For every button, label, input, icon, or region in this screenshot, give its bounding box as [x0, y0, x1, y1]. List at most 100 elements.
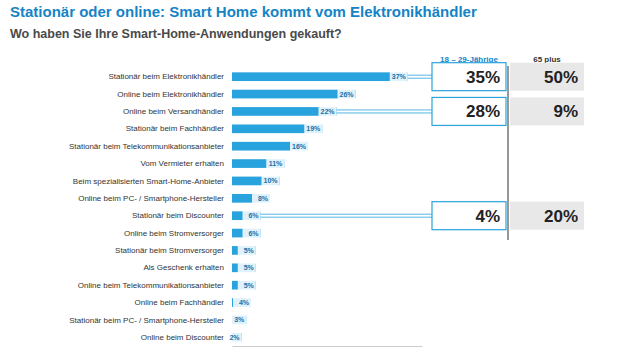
- data-label: 5%: [244, 247, 255, 254]
- y-tick: Stationär beim Elektronikhändler: [108, 72, 224, 81]
- data-label-bg: [319, 106, 337, 117]
- bar: [232, 246, 256, 255]
- data-label: 37%: [392, 73, 407, 80]
- y-tick: Online beim Fachhändler: [135, 298, 225, 307]
- bar: [232, 142, 308, 151]
- y-tick-label: Stationär beim Elektronikhändler: [108, 72, 224, 81]
- data-label: 16%: [292, 143, 307, 150]
- data-label: 3%: [234, 316, 245, 323]
- bar: [232, 194, 270, 203]
- data-label: 19%: [306, 125, 321, 132]
- y-tick-label: Beim spezialisierten Smart-Home-Anbieter: [73, 176, 225, 185]
- y-tick: Stationär beim Discounter: [132, 211, 224, 220]
- bar: [232, 177, 280, 186]
- data-label-bg: [243, 228, 261, 239]
- bar: [232, 72, 408, 81]
- data-label-bg: [228, 315, 246, 326]
- data-label: 6%: [248, 230, 259, 237]
- y-tick-label: Stationär beim Discounter: [132, 211, 224, 220]
- data-label-bg: [304, 123, 322, 134]
- bar: [232, 90, 356, 99]
- y-tick: Online beim Discounter: [141, 333, 224, 342]
- chart: Stationär oder online: Smart Home kommt …: [0, 0, 620, 350]
- data-label-bg: [238, 245, 256, 256]
- bar: [232, 316, 246, 325]
- bar: [232, 124, 322, 133]
- x-axis: [233, 346, 423, 347]
- comparison-header: 65 plus: [533, 55, 561, 64]
- y-tick: Online beim Telekommunikationsanbieter: [78, 281, 224, 290]
- data-label-bg: [224, 332, 242, 343]
- y-tick: Vom Vermieter erhalten: [140, 159, 224, 168]
- data-label-bg: [243, 210, 261, 221]
- x-axis-line: [233, 346, 423, 347]
- data-label: 10%: [263, 177, 278, 184]
- bar: [232, 211, 261, 220]
- connector: [261, 217, 433, 218]
- bar: [232, 107, 337, 116]
- comparison-value: 35%: [466, 68, 500, 87]
- y-tick: Stationär beim Telekommunikationsanbiete…: [69, 142, 224, 151]
- y-tick-label: Als Geschenk erhalten: [144, 263, 225, 272]
- subtitle: Wo haben Sie Ihre Smart-Home-Anwendungen…: [10, 27, 342, 41]
- comparison-value: 9%: [553, 102, 578, 121]
- bar: [232, 159, 284, 168]
- comparison: 18 – 29-Jährige35%28%4%65 plus50%9%20%: [261, 55, 585, 240]
- connector: [261, 214, 433, 215]
- connector: [337, 109, 433, 110]
- y-tick: Stationär beim Stromversorger: [115, 246, 224, 255]
- y-tick: Online beim Versandhändler: [123, 107, 224, 116]
- y-tick: Online beim Elektronikhändler: [117, 90, 224, 99]
- y-tick-label: Vom Vermieter erhalten: [140, 159, 224, 168]
- data-label: 22%: [320, 108, 335, 115]
- y-tick-label: Online beim Stromversorger: [124, 229, 224, 238]
- title: Stationär oder online: Smart Home kommt …: [10, 3, 477, 20]
- y-tick-label: Stationär beim Telekommunikationsanbiete…: [69, 142, 224, 151]
- comparison-value: 28%: [466, 102, 500, 121]
- data-label-bg: [262, 176, 280, 187]
- data-label-bg: [266, 158, 284, 169]
- data-label: 5%: [244, 264, 255, 271]
- y-tick-label: Online beim Versandhändler: [123, 107, 224, 116]
- y-tick-label: Stationär beim PC- / Smartphone-Herstell…: [69, 315, 224, 324]
- comparison-value: 20%: [544, 207, 578, 226]
- data-label-bg: [290, 141, 308, 152]
- comparison-box: [432, 97, 506, 125]
- y-tick-label: Stationär beim Fachhändler: [126, 124, 225, 133]
- data-label-bg: [390, 71, 408, 82]
- y-tick: Stationär beim Fachhändler: [126, 124, 225, 133]
- connector: [408, 78, 432, 79]
- y-tick-label: Online beim Telekommunikationsanbieter: [78, 281, 224, 290]
- comparison-box: [432, 63, 506, 91]
- data-label: 8%: [258, 195, 269, 202]
- y-tick: Beim spezialisierten Smart-Home-Anbieter: [73, 176, 225, 185]
- data-label-bg: [252, 193, 270, 204]
- comparison-value: 4%: [475, 207, 500, 226]
- bar: [232, 263, 256, 272]
- bar: [232, 229, 261, 238]
- comparison-box: [510, 63, 584, 91]
- y-tick-label: Online beim Discounter: [141, 333, 224, 342]
- data-label-bg: [238, 280, 256, 291]
- comparison-value: 50%: [544, 68, 578, 87]
- y-tick-label: Stationär beim Stromversorger: [115, 246, 224, 255]
- y-axis: Stationär beim Elektronikhändler Online b…: [69, 72, 224, 342]
- data-label-bg: [233, 297, 251, 308]
- connector: [337, 112, 433, 113]
- divider: [508, 66, 509, 240]
- comparison-box: [510, 97, 584, 125]
- data-labels: 37%26%22%19%16%11%10%8%6%6%5%5%5%4%3%2%: [224, 71, 408, 342]
- y-tick: Online beim Stromversorger: [124, 229, 224, 238]
- data-label-bg: [338, 89, 356, 100]
- bar: [232, 281, 256, 290]
- y-tick: Stationär beim PC- / Smartphone-Herstell…: [69, 315, 224, 324]
- connector: [408, 75, 432, 76]
- data-label: 11%: [269, 160, 283, 167]
- data-label: 2%: [229, 334, 240, 341]
- y-tick: Online beim PC- / Smartphone-Hersteller: [78, 194, 224, 203]
- y-tick-label: Online beim Elektronikhändler: [117, 90, 224, 99]
- data-label: 6%: [248, 212, 259, 219]
- y-tick: Als Geschenk erhalten: [144, 263, 225, 272]
- comparison-box: [510, 202, 584, 230]
- data-label: 26%: [339, 91, 354, 98]
